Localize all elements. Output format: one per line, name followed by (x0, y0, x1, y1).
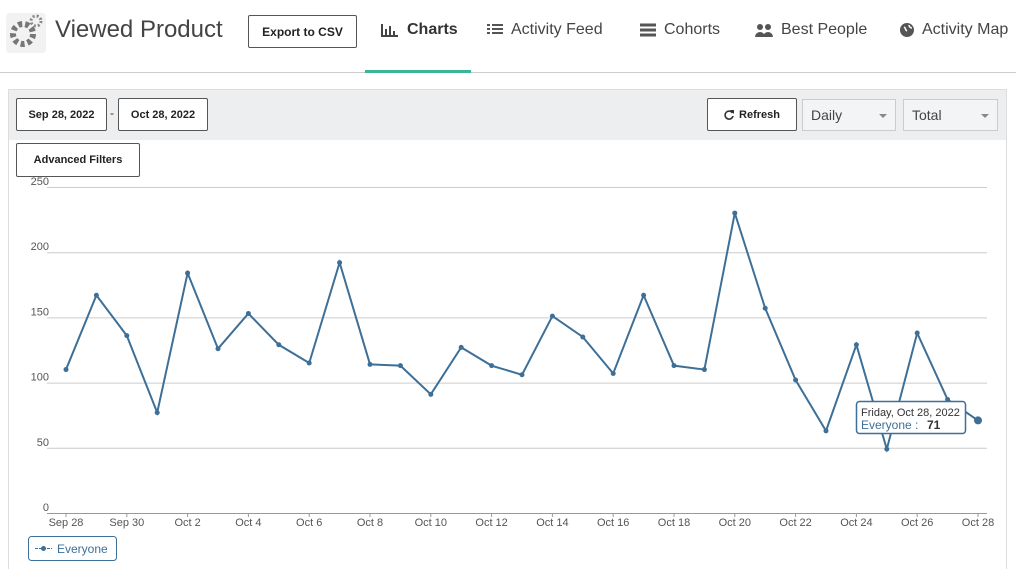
data-point (884, 446, 890, 452)
legend-dot (41, 546, 46, 551)
tooltip-value: 71 (927, 418, 941, 432)
tab[interactable]: Best People (755, 21, 867, 39)
end-date[interactable]: Oct 28, 2022 (118, 98, 208, 131)
tooltip-series: Everyone : (861, 418, 918, 432)
tab-label: Activity Feed (511, 21, 603, 38)
data-point (367, 361, 373, 367)
x-tick-label: Oct 6 (296, 517, 322, 529)
refresh-label: Refresh (739, 108, 780, 121)
data-point (549, 313, 555, 319)
data-point (853, 342, 859, 348)
x-tick-label: Oct 24 (840, 517, 872, 529)
x-tick-label: Oct 28 (962, 517, 994, 529)
x-tick-label: Oct 20 (719, 517, 751, 529)
data-point (428, 391, 434, 397)
tab-icon (487, 24, 503, 34)
data-point (458, 344, 464, 350)
x-tick-label: Oct 4 (235, 517, 261, 529)
data-point (245, 310, 251, 316)
y-tick-label: 50 (37, 437, 49, 449)
gear-icon-small (29, 14, 43, 28)
start-date[interactable]: Sep 28, 2022 (16, 98, 107, 131)
data-point (701, 367, 707, 373)
data-point (276, 342, 282, 348)
x-tick-label: Oct 2 (174, 517, 200, 529)
x-tick-label: Oct 8 (357, 517, 383, 529)
x-tick-label: Oct 14 (536, 517, 568, 529)
data-point (823, 428, 829, 434)
data-point (124, 333, 130, 339)
tab-label: Best People (781, 21, 868, 38)
interval-select[interactable]: Daily (802, 99, 896, 131)
data-point (519, 372, 525, 378)
plot: 0 50 100 150 200 250 Sep 28 Sep 30 Oct 2 Oct 4 Oct… (31, 176, 995, 529)
x-tick-label: Oct 22 (779, 517, 811, 529)
active-tab-underline (365, 70, 471, 73)
data-point (215, 346, 221, 352)
data-point (63, 367, 69, 373)
tab-icon (381, 24, 398, 37)
refresh-icon (724, 109, 735, 120)
gear-icon (10, 21, 36, 47)
data-point (489, 363, 495, 369)
data-point (397, 363, 403, 369)
tooltip: Friday, Oct 28, 2022 Everyone : 71 (855, 400, 967, 435)
x-tick-label: Sep 30 (109, 517, 144, 529)
data-point (641, 292, 647, 298)
tab-icon (900, 23, 914, 37)
data-point (93, 292, 99, 298)
export-button[interactable]: Export to CSV (248, 15, 357, 48)
data-point (914, 330, 920, 336)
refresh-button[interactable]: Refresh (707, 98, 797, 131)
x-tick-label: Oct 18 (658, 517, 690, 529)
data-point (610, 370, 616, 376)
tab-label: Cohorts (664, 21, 721, 38)
tab[interactable]: Charts (381, 21, 458, 39)
measure-select[interactable]: Total (903, 99, 998, 131)
x-tick-label: Oct 26 (901, 517, 933, 529)
tab[interactable]: Cohorts (640, 21, 720, 39)
data-point (793, 377, 799, 383)
x-tick-label: Oct 12 (475, 517, 507, 529)
x-tick-label: Oct 16 (597, 517, 629, 529)
filters-button[interactable]: Advanced Filters (16, 143, 140, 177)
legend-box[interactable] (28, 536, 117, 561)
panel (8, 89, 1007, 569)
tab-label: Activity Map (922, 21, 1009, 38)
data-point (671, 363, 677, 369)
tab-label: Charts (407, 21, 458, 38)
data-point (154, 410, 160, 416)
y-tick-label: 150 (31, 306, 49, 318)
data-point (762, 305, 768, 311)
data-point (306, 360, 312, 366)
tab-icon (640, 23, 656, 37)
y-tick-label: 200 (31, 241, 49, 253)
tooltip-box (855, 400, 967, 435)
date-separator: - (110, 106, 114, 120)
data-point (185, 270, 191, 276)
page-title: Viewed Product (55, 16, 223, 43)
y-tick-label: 0 (43, 502, 49, 514)
tab[interactable]: Activity Feed (487, 21, 603, 39)
tab[interactable]: Activity Map (900, 21, 1008, 39)
x-tick-label: Sep 28 (49, 517, 84, 529)
y-tick-label: 250 (31, 176, 49, 188)
y-tick-label: 100 (31, 372, 49, 384)
tooltip-date: Friday, Oct 28, 2022 (861, 407, 960, 419)
x-tick-label: Oct 10 (415, 517, 447, 529)
data-point (337, 260, 343, 266)
tab-icon (755, 24, 773, 37)
data-point (732, 210, 738, 216)
data-point (974, 416, 982, 425)
legend-label: Everyone (57, 542, 108, 556)
data-point (580, 334, 586, 340)
